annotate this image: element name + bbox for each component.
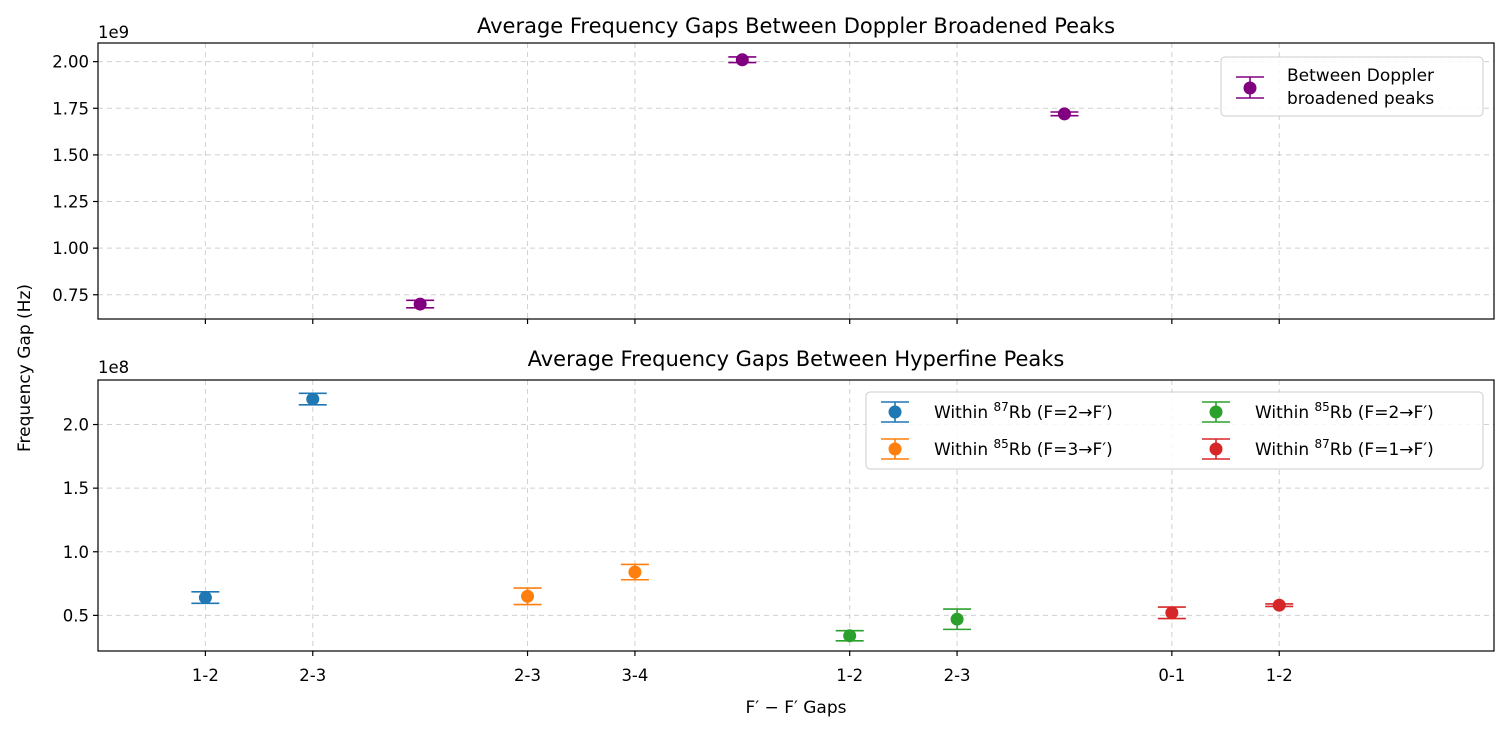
- hyperfine-y-tick-label: 1.5: [63, 479, 89, 498]
- hyperfine-legend-item: Within 85Rb (F=3→F′): [881, 437, 1113, 460]
- hyperfine-marker: [198, 591, 212, 605]
- doppler-y-tick-label: 1.00: [52, 239, 89, 258]
- hyperfine-y-tick-label: 2.0: [63, 416, 89, 435]
- hyperfine-marker: [1272, 598, 1286, 612]
- hyperfine-chart-title: Average Frequency Gaps Between Hyperfine…: [528, 347, 1065, 371]
- hyperfine-y-tick-label: 1.0: [63, 543, 89, 562]
- hyperfine-marker: [306, 392, 320, 406]
- hyperfine-data-point: [298, 392, 327, 406]
- hyperfine-legend-label: Within 87Rb (F=1→F′): [1255, 437, 1434, 460]
- doppler-y-tick-label: 1.75: [52, 99, 89, 118]
- hyperfine-x-tick-label: 1-2: [192, 666, 219, 685]
- hyperfine-data-point: [835, 629, 864, 643]
- hyperfine-y-tick-label: 0.5: [63, 606, 89, 625]
- doppler-data-point: [1050, 107, 1079, 121]
- doppler-y-tick-label: 0.75: [52, 286, 89, 305]
- hyperfine-legend-item: Within 87Rb (F=1→F′): [1202, 437, 1434, 460]
- doppler-y-tick-label: 2.00: [52, 53, 89, 72]
- doppler-x-ticks: [204, 319, 1280, 324]
- hyperfine-data-point: [1157, 606, 1186, 620]
- x-axis-label: F′ − F′ Gaps: [746, 698, 847, 718]
- hyperfine-marker: [843, 629, 857, 643]
- hyperfine-legend-items: Within 87Rb (F=2→F′) Within 85Rb (F=3→F′)…: [881, 400, 1434, 460]
- doppler-y-tick-label: 1.50: [52, 146, 89, 165]
- hyperfine-x-tick-label: 0-1: [1158, 666, 1185, 685]
- hyperfine-y-offset-label: 1e8: [98, 358, 129, 377]
- hyperfine-axes: 0.5 1.0 1.5 2.0 1-2 2-3 2-3 3-4 1-2 2-3 0-1 1-2 Av…: [63, 347, 1495, 718]
- hyperfine-y-ticks: 0.5 1.0 1.5 2.0: [63, 416, 98, 625]
- hyperfine-data-point: [1265, 598, 1294, 612]
- doppler-chart-title: Average Frequency Gaps Between Doppler B…: [477, 14, 1115, 38]
- hyperfine-x-tick-label: 2-3: [514, 666, 541, 685]
- hyperfine-legend-frame: [865, 391, 1484, 470]
- hyperfine-data-point: [620, 563, 649, 581]
- doppler-y-tick-label: 1.25: [52, 193, 89, 212]
- legend-marker: [888, 405, 902, 419]
- doppler-legend-frame: [1220, 56, 1484, 117]
- doppler-legend-marker: [1236, 76, 1264, 99]
- hyperfine-x-tick-label: 1-2: [1266, 666, 1293, 685]
- doppler-legend: Between Doppler broadened peaks: [1220, 56, 1484, 117]
- doppler-legend-label-line1: Between Doppler: [1287, 66, 1434, 86]
- doppler-axes: 0.75 1.00 1.25 1.50 1.75 2.00 Average Frequen…: [52, 14, 1495, 324]
- hyperfine-legend: Within 87Rb (F=2→F′) Within 85Rb (F=3→F′)…: [865, 391, 1484, 470]
- legend-marker: [888, 442, 902, 456]
- hyperfine-marker: [628, 565, 642, 579]
- doppler-y-ticks: 0.75 1.00 1.25 1.50 1.75 2.00: [52, 53, 98, 305]
- hyperfine-data-point: [943, 608, 972, 631]
- hyperfine-x-tick-label: 2-3: [299, 666, 326, 685]
- hyperfine-axes-frame: [97, 379, 1495, 652]
- hyperfine-marker: [1165, 606, 1179, 620]
- hyperfine-data-point: [513, 587, 542, 606]
- hyperfine-x-ticks: 1-2 2-3 2-3 3-4 1-2 2-3 0-1 1-2: [192, 651, 1293, 685]
- hyperfine-marker: [521, 589, 535, 603]
- hyperfine-legend-item: Within 85Rb (F=2→F′): [1202, 400, 1434, 423]
- doppler-marker: [413, 297, 427, 311]
- doppler-legend-label-line2: broadened peaks: [1287, 89, 1434, 109]
- hyperfine-x-tick-label: 1-2: [836, 666, 863, 685]
- doppler-marker: [735, 53, 749, 67]
- hyperfine-x-tick-label: 2-3: [944, 666, 971, 685]
- doppler-marker: [1057, 107, 1071, 121]
- y-axis-label: Frequency Gap (Hz): [15, 284, 35, 452]
- doppler-y-offset-label: 1e9: [98, 23, 129, 42]
- hyperfine-legend-label: Within 85Rb (F=3→F′): [934, 437, 1113, 460]
- hyperfine-marker: [950, 612, 964, 626]
- hyperfine-data-point: [191, 591, 220, 605]
- hyperfine-legend-label: Within 87Rb (F=2→F′): [934, 400, 1113, 423]
- legend-marker: [1209, 405, 1223, 419]
- hyperfine-marks: [191, 392, 1294, 643]
- hyperfine-x-tick-label: 3-4: [621, 666, 648, 685]
- hyperfine-legend-label: Within 85Rb (F=2→F′): [1255, 400, 1434, 423]
- legend-marker: [1209, 442, 1223, 456]
- doppler-data-point: [406, 297, 435, 311]
- doppler-marks: [406, 53, 1079, 311]
- hyperfine-legend-item: Within 87Rb (F=2→F′): [881, 400, 1113, 423]
- doppler-axes-frame: [97, 42, 1495, 320]
- doppler-data-point: [728, 53, 757, 67]
